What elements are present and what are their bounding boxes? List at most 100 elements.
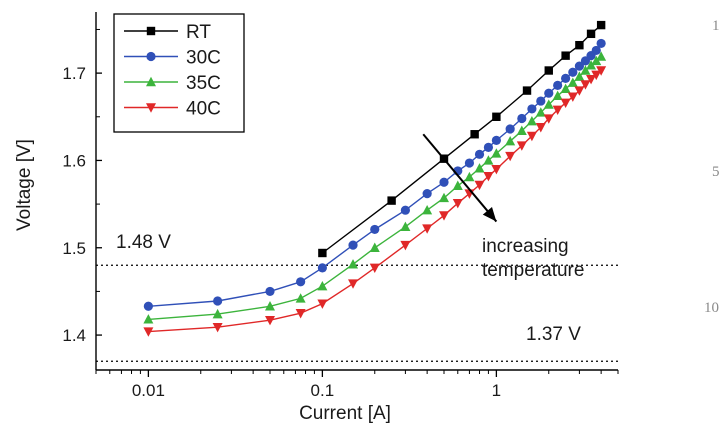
data-point-30c (517, 113, 527, 124)
annotation-line-1: increasing (482, 236, 569, 257)
series-30c (143, 38, 606, 311)
annotation-arrow-head (482, 206, 497, 222)
data-point-40c (591, 70, 602, 81)
data-point-40c (317, 299, 328, 309)
margin-number-5: 5 (712, 164, 720, 180)
data-point-35c (143, 314, 154, 324)
data-point-rt (522, 86, 532, 95)
legend-entry-35c: 35C (124, 73, 221, 94)
legend-marker (146, 51, 156, 62)
data-point-40c (143, 327, 154, 337)
data-point-30c (561, 73, 571, 83)
data-point-35c (516, 125, 527, 135)
data-point-30c (574, 61, 584, 71)
data-point-30c (143, 301, 153, 311)
data-point-35c (295, 293, 306, 303)
data-point-35c (543, 99, 554, 109)
data-point-40c (265, 316, 275, 326)
data-point-rt (575, 40, 584, 50)
data-point-30c (553, 80, 563, 90)
legend-label: RT (186, 22, 211, 43)
data-point-30c (536, 96, 546, 106)
data-point-rt (561, 51, 570, 60)
y-tick-label: 1.4 (62, 326, 86, 345)
data-point-30c (370, 224, 380, 235)
data-point-40c (452, 199, 463, 209)
data-point-30c (296, 277, 306, 287)
data-point-35c (464, 171, 475, 182)
data-point-35c (491, 148, 502, 158)
data-point-40c (567, 92, 578, 102)
data-point-30c (474, 149, 485, 159)
legend-entry-40c: 40C (124, 99, 221, 120)
data-point-35c (574, 71, 585, 81)
data-point-40c (474, 180, 485, 191)
data-point-30c (400, 205, 410, 215)
y-tick-label: 1.6 (62, 151, 86, 170)
series-40c (143, 66, 607, 337)
annotation-arrow-shaft (422, 133, 498, 223)
data-point-rt (544, 66, 553, 75)
data-point-40c (535, 123, 546, 133)
data-point-30c (265, 286, 275, 297)
data-point-40c (491, 164, 502, 175)
margin-number-1: 1 (712, 18, 720, 34)
data-point-35c (348, 259, 359, 269)
data-point-35c (596, 51, 607, 61)
data-point-35c (439, 192, 449, 203)
y-tick-label: 1.7 (62, 64, 86, 83)
x-tick-label: 0.01 (132, 381, 165, 400)
legend-entry-rt: RT (124, 22, 211, 43)
data-point-rt (387, 196, 396, 205)
annotation-line-2: temperature (482, 260, 584, 281)
data-point-30c (422, 189, 432, 199)
data-point-40c (483, 171, 494, 182)
data-point-40c (574, 86, 585, 96)
margin-number-10: 10 (704, 300, 719, 316)
temperature-annotation: increasing temperature (482, 236, 584, 281)
legend-label: 35C (186, 73, 221, 94)
legend-frame (113, 13, 245, 133)
data-point-40c (348, 279, 359, 289)
margin-line-numbers: 1 5 10 (704, 18, 720, 316)
data-point-30c (527, 104, 537, 114)
data-point-40c (505, 151, 516, 162)
data-point-30c (491, 135, 501, 145)
data-point-35c (400, 221, 411, 231)
reference-label-1-37: 1.37 V (526, 324, 581, 345)
legend-entry-30c: 30C (124, 48, 221, 69)
series-rt (318, 20, 606, 258)
data-point-rt (596, 20, 606, 30)
data-point-35c (317, 280, 328, 291)
data-point-30c (568, 67, 578, 77)
legend-marker (146, 76, 156, 87)
data-point-40c (596, 66, 607, 76)
data-point-30c (213, 296, 223, 306)
data-point-30c (348, 240, 358, 250)
data-point-35c (552, 90, 563, 101)
series-line-rt (321, 24, 602, 254)
data-point-40c (439, 211, 449, 221)
data-point-30c (544, 88, 554, 98)
x-tick-label: 1 (492, 381, 501, 400)
data-point-40c (543, 114, 554, 124)
data-point-35c (474, 163, 485, 173)
data-point-rt (470, 130, 479, 139)
data-point-40c (369, 263, 380, 274)
data-point-35c (265, 301, 275, 311)
data-point-30c (464, 158, 475, 168)
y-axis-title: Voltage [V] (14, 139, 35, 231)
data-point-40c (212, 323, 223, 333)
data-point-35c (369, 242, 380, 252)
data-point-35c (535, 107, 546, 117)
data-point-40c (560, 98, 571, 109)
data-point-30c (439, 177, 449, 187)
y-tick-label: 1.5 (62, 239, 86, 258)
legend-marker (146, 26, 156, 36)
data-point-rt (492, 112, 501, 121)
legend-label: 30C (186, 48, 221, 69)
data-point-rt (586, 29, 596, 39)
data-point-40c (552, 105, 563, 115)
legend-label: 40C (186, 99, 221, 120)
